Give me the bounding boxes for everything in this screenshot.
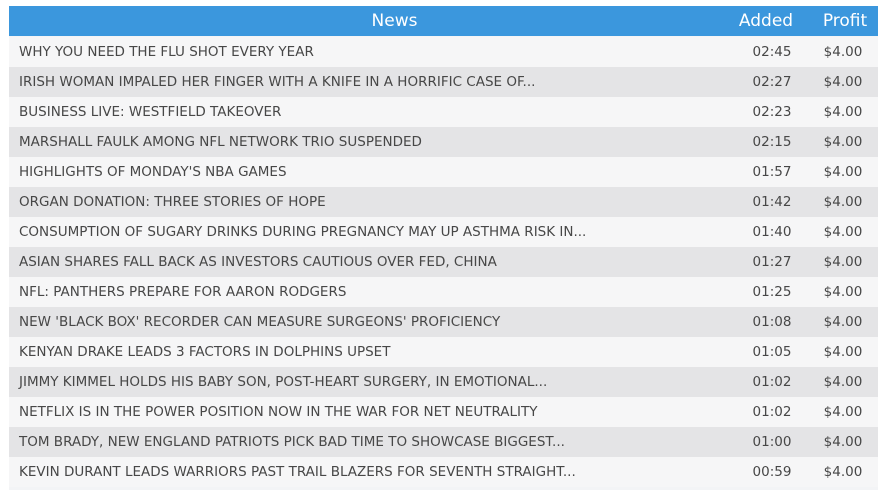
added-time: 02:27 [752, 74, 792, 90]
news-row[interactable]: CONSUMPTION OF SUGARY DRINKS DURING PREG… [9, 217, 878, 247]
news-title[interactable]: CONSUMPTION OF SUGARY DRINKS DURING PREG… [19, 224, 587, 240]
news-row[interactable]: NEW 'BLACK BOX' RECORDER CAN MEASURE SUR… [9, 307, 878, 337]
news-title[interactable]: WHY YOU NEED THE FLU SHOT EVERY YEAR [19, 44, 314, 60]
profit-value: $4.00 [823, 404, 863, 420]
news-list: WHY YOU NEED THE FLU SHOT EVERY YEAR 02:4… [9, 37, 878, 487]
news-title[interactable]: ASIAN SHARES FALL BACK AS INVESTORS CAUT… [19, 254, 497, 270]
news-title[interactable]: KENYAN DRAKE LEADS 3 FACTORS IN DOLPHINS… [19, 344, 391, 360]
profit-value: $4.00 [823, 464, 863, 480]
profit-column-header: Profit [822, 11, 868, 31]
news-title[interactable]: JIMMY KIMMEL HOLDS HIS BABY SON, POST-HE… [19, 374, 548, 390]
news-table-header: News Added Profit [9, 6, 878, 36]
added-time: 02:23 [752, 104, 792, 120]
added-column-header: Added [738, 11, 794, 31]
profit-value: $4.00 [823, 314, 863, 330]
profit-value: $4.00 [823, 134, 863, 150]
profit-value: $4.00 [823, 254, 863, 270]
news-title[interactable]: MARSHALL FAULK AMONG NFL NETWORK TRIO SU… [19, 134, 422, 150]
profit-value: $4.00 [823, 194, 863, 210]
news-title[interactable]: HIGHLIGHTS OF MONDAY'S NBA GAMES [19, 164, 287, 180]
added-time: 02:45 [752, 44, 792, 60]
added-time: 02:15 [752, 134, 792, 150]
added-time: 01:02 [752, 404, 792, 420]
news-title[interactable]: ORGAN DONATION: THREE STORIES OF HOPE [19, 194, 326, 210]
news-row[interactable]: BUSINESS LIVE: WESTFIELD TAKEOVER 02:23 $4… [9, 97, 878, 127]
added-time: 01:42 [752, 194, 792, 210]
added-time: 01:02 [752, 374, 792, 390]
news-title[interactable]: NEW 'BLACK BOX' RECORDER CAN MEASURE SUR… [19, 314, 501, 330]
profit-value: $4.00 [823, 164, 863, 180]
news-row[interactable]: WHY YOU NEED THE FLU SHOT EVERY YEAR 02:4… [9, 37, 878, 67]
news-row[interactable]: IRISH WOMAN IMPALED HER FINGER WITH A KN… [9, 67, 878, 97]
news-row[interactable]: JIMMY KIMMEL HOLDS HIS BABY SON, POST-HE… [9, 367, 878, 397]
profit-value: $4.00 [823, 434, 863, 450]
news-title[interactable]: TOM BRADY, NEW ENGLAND PATRIOTS PICK BAD… [19, 434, 565, 450]
added-time: 01:57 [752, 164, 792, 180]
profit-value: $4.00 [823, 44, 863, 60]
news-title[interactable]: KEVIN DURANT LEADS WARRIORS PAST TRAIL B… [19, 464, 576, 480]
news-column-header: News [371, 11, 418, 31]
profit-value: $4.00 [823, 74, 863, 90]
profit-value: $4.00 [823, 374, 863, 390]
added-time: 01:40 [752, 224, 792, 240]
news-row[interactable]: ORGAN DONATION: THREE STORIES OF HOPE 01:… [9, 187, 878, 217]
added-time: 01:08 [752, 314, 792, 330]
profit-value: $4.00 [823, 224, 863, 240]
profit-value: $4.00 [823, 344, 863, 360]
news-title[interactable]: NFL: PANTHERS PREPARE FOR AARON RODGERS [19, 284, 347, 300]
added-time: 01:25 [752, 284, 792, 300]
added-time: 01:00 [752, 434, 792, 450]
news-row[interactable]: TOM BRADY, NEW ENGLAND PATRIOTS PICK BAD… [9, 427, 878, 457]
news-row[interactable]: NETFLIX IS IN THE POWER POSITION NOW IN … [9, 397, 878, 427]
news-row[interactable]: NFL: PANTHERS PREPARE FOR AARON RODGERS 0… [9, 277, 878, 307]
news-row[interactable]: KENYAN DRAKE LEADS 3 FACTORS IN DOLPHINS… [9, 337, 878, 367]
profit-value: $4.00 [823, 284, 863, 300]
news-row[interactable]: ASIAN SHARES FALL BACK AS INVESTORS CAUT… [9, 247, 878, 277]
news-row[interactable]: MARSHALL FAULK AMONG NFL NETWORK TRIO SU… [9, 127, 878, 157]
added-time: 00:59 [752, 464, 792, 480]
news-row[interactable]: HIGHLIGHTS OF MONDAY'S NBA GAMES 01:57 $4.… [9, 157, 878, 187]
added-time: 01:27 [752, 254, 792, 270]
news-row[interactable]: KEVIN DURANT LEADS WARRIORS PAST TRAIL B… [9, 457, 878, 487]
news-title[interactable]: BUSINESS LIVE: WESTFIELD TAKEOVER [19, 104, 282, 120]
news-title[interactable]: IRISH WOMAN IMPALED HER FINGER WITH A KN… [19, 74, 536, 90]
news-title[interactable]: NETFLIX IS IN THE POWER POSITION NOW IN … [19, 404, 538, 420]
profit-value: $4.00 [823, 104, 863, 120]
added-time: 01:05 [752, 344, 792, 360]
news-panel: News Added Profit WHY YOU NEED THE FLU S… [9, 6, 878, 490]
